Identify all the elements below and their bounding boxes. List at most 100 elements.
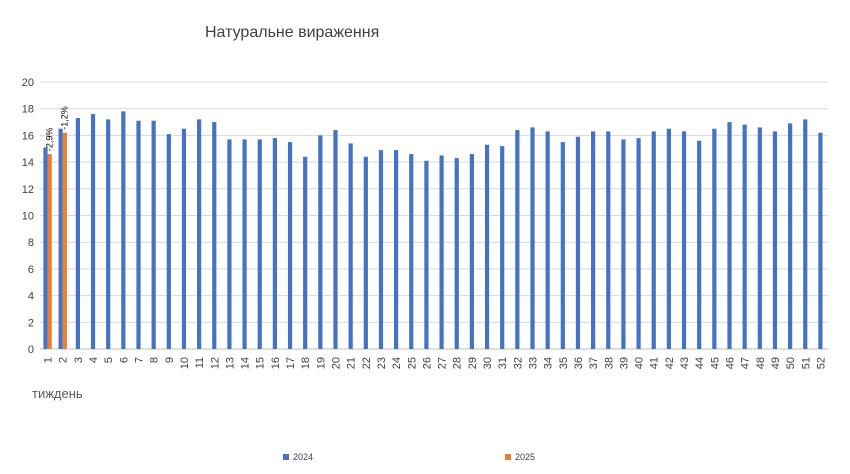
x-tick-label: 20 — [331, 357, 343, 369]
x-tick-label: 14 — [240, 357, 252, 369]
bar-2024 — [606, 131, 611, 349]
bar-2024 — [803, 119, 808, 349]
bar-2024 — [636, 138, 641, 349]
y-tick-label: 14 — [22, 157, 34, 169]
bar-2024 — [58, 128, 63, 349]
legend-swatch-2024 — [283, 454, 289, 460]
x-tick-label: 28 — [452, 357, 464, 369]
x-tick-label: 31 — [497, 357, 509, 369]
x-tick-label: 49 — [770, 357, 782, 369]
bar-2024 — [151, 120, 156, 349]
legend-label-2024: 2024 — [293, 452, 314, 462]
x-tick-label: 11 — [194, 357, 206, 368]
x-tick-label: 4 — [88, 357, 100, 363]
legend: 2024 2025 — [0, 452, 850, 468]
bar-2024 — [772, 131, 778, 349]
y-tick-label: 16 — [22, 130, 34, 142]
y-tick-label: 8 — [28, 237, 34, 249]
bar-2024 — [136, 120, 141, 349]
bar-2024 — [727, 122, 732, 349]
bar-2024 — [545, 131, 550, 349]
y-tick-label: 10 — [22, 211, 34, 223]
y-tick-label: 2 — [28, 317, 34, 329]
bar-2024 — [500, 146, 505, 349]
x-tick-label: 36 — [573, 357, 585, 369]
x-tick-label: 35 — [558, 357, 570, 369]
bar-2024 — [591, 131, 596, 349]
x-tick-label: 43 — [679, 357, 691, 369]
x-axis-ticks: 1 2 3 4 5 6 7 8 9 10 11 12 13 14 15 16 17 18 19 20 21 22 23 24 2… — [43, 357, 828, 369]
y-tick-label: 6 — [28, 264, 34, 276]
x-tick-label: 51 — [800, 357, 812, 369]
x-tick-label: 23 — [376, 357, 388, 369]
bar-2024 — [75, 118, 80, 349]
bar-2024 — [227, 139, 232, 349]
legend-item-2025: 2025 — [505, 452, 535, 462]
gridlines — [40, 81, 828, 350]
bar-2024 — [378, 150, 384, 349]
bar-2024 — [560, 142, 565, 349]
x-tick-label: 32 — [512, 357, 524, 369]
bar-2024 — [575, 136, 581, 349]
bar-2024 — [348, 143, 353, 349]
x-axis-label: тиждень — [32, 386, 83, 401]
bar-2024 — [424, 160, 429, 349]
x-tick-label: 22 — [361, 357, 373, 369]
x-tick-label: 33 — [528, 357, 540, 369]
bar-2024 — [121, 111, 126, 350]
bar-2024 — [818, 132, 823, 349]
x-tick-label: 45 — [709, 357, 721, 369]
bar-2024 — [681, 131, 687, 349]
legend-label-2025: 2025 — [515, 452, 536, 462]
x-tick-label: 15 — [255, 357, 267, 369]
bar-2024 — [90, 114, 96, 349]
y-tick-label: 12 — [22, 184, 34, 196]
x-tick-label: 37 — [588, 357, 600, 369]
bar-2024 — [181, 128, 187, 349]
legend-item-2024: 2024 — [283, 452, 313, 462]
x-tick-label: 27 — [437, 357, 449, 369]
x-tick-label: 7 — [134, 357, 146, 363]
x-tick-label: 18 — [300, 357, 312, 369]
x-tick-label: 17 — [285, 357, 297, 369]
x-tick-label: 42 — [664, 357, 676, 369]
bar-2025 — [62, 132, 67, 349]
bar-2024 — [742, 124, 747, 349]
x-tick-label: 44 — [694, 357, 706, 369]
bar-2024 — [242, 139, 247, 349]
x-tick-label: 19 — [315, 357, 327, 369]
x-tick-label: 29 — [467, 357, 479, 369]
bar-2024 — [409, 154, 414, 349]
bar-2024 — [106, 119, 111, 349]
x-tick-label: 5 — [103, 357, 115, 363]
bar-2024 — [287, 142, 293, 349]
x-tick-label: 40 — [634, 357, 646, 369]
bar-2024 — [484, 144, 490, 349]
bar-2025 — [47, 154, 52, 349]
bar-2024 — [454, 158, 459, 349]
x-tick-label: 47 — [740, 357, 752, 369]
x-tick-label: 52 — [815, 357, 827, 369]
y-axis-ticks: 0 2 4 6 8 10 12 14 16 18 20 — [22, 77, 34, 356]
bar-2024 — [788, 123, 793, 349]
chart-title: Натуральне вираження — [205, 24, 380, 41]
bar-2024 — [651, 131, 656, 349]
x-tick-label: 8 — [149, 357, 161, 363]
bar-2024 — [303, 156, 308, 349]
bar-2024 — [363, 156, 368, 349]
bar-2024 — [530, 127, 535, 349]
x-tick-label: 13 — [224, 357, 236, 369]
bar-2024 — [212, 122, 217, 349]
bar-2024 — [272, 138, 277, 349]
bar-2024 — [318, 135, 323, 349]
data-label: -2,9% — [45, 128, 55, 152]
bar-2024 — [712, 128, 717, 349]
bar-2024 — [166, 134, 171, 349]
bar-2024 — [697, 140, 702, 349]
x-tick-label: 26 — [421, 357, 433, 369]
bar-2024 — [394, 150, 399, 349]
bar-2024 — [515, 130, 520, 349]
x-tick-label: 39 — [618, 357, 630, 369]
x-tick-label: 21 — [346, 357, 358, 369]
